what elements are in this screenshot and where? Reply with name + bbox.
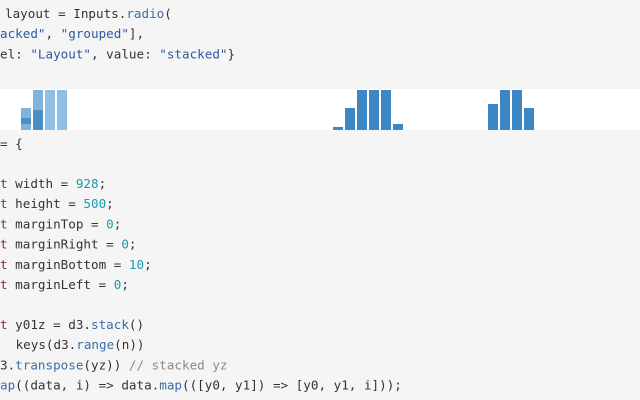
code-token: marginRight =: [8, 236, 122, 251]
bar: [21, 118, 31, 124]
code-token: el:: [0, 46, 30, 61]
code-token: y01z = d3.: [8, 317, 91, 332]
code-token: marginTop =: [8, 216, 107, 231]
code: layout = Inputs.radio( acked", "grouped"]…: [0, 6, 402, 393]
code-token: = {: [0, 136, 23, 151]
code-line: t y01z = d3.stack(): [0, 317, 144, 332]
code-token: ;: [114, 216, 122, 231]
code-token: 928: [76, 176, 99, 191]
code-line: ap((data, i) => data.map(([y0, y1]) => […: [0, 377, 402, 392]
code-token: t: [0, 196, 8, 211]
code-line: acked", "grouped"],: [0, 26, 144, 41]
code-token: stack: [91, 317, 129, 332]
code-line: layout = Inputs.radio(: [5, 6, 172, 21]
code-token: 10: [129, 256, 144, 271]
code-token: (: [164, 6, 172, 21]
bar: [369, 90, 379, 130]
bar: [345, 108, 355, 130]
bar: [524, 108, 534, 130]
bar: [500, 90, 510, 130]
code-token: "grouped": [61, 26, 129, 41]
code-line: t marginBottom = 10;: [0, 256, 152, 271]
code-token: ,: [46, 26, 61, 41]
code-token: t: [0, 236, 8, 251]
code-line: t marginLeft = 0;: [0, 277, 129, 292]
code-token: ;: [129, 236, 137, 251]
bar: [45, 90, 55, 130]
code-token: t: [0, 256, 8, 271]
bar: [357, 90, 367, 130]
code-token: ap: [0, 377, 15, 392]
code-token: 0: [121, 236, 129, 251]
code-token: ],: [129, 26, 144, 41]
code-line: t marginTop = 0;: [0, 216, 121, 231]
code-token: marginBottom =: [8, 256, 129, 271]
code-token: transpose: [15, 357, 83, 372]
code-token: }: [228, 46, 236, 61]
code-token: map: [159, 377, 182, 392]
code-token: marginLeft =: [8, 277, 114, 292]
code-token: acked": [0, 26, 46, 41]
bar: [33, 110, 43, 130]
code-token: "stacked": [159, 46, 227, 61]
bar: [512, 90, 522, 130]
code-token: 3.: [0, 357, 15, 372]
code-token: radio: [126, 6, 164, 21]
code-token: ;: [144, 256, 152, 271]
code-token: ;: [121, 277, 129, 292]
code-token: 0: [114, 277, 122, 292]
bar: [333, 127, 343, 130]
code-token: 0: [106, 216, 114, 231]
code-token: (): [129, 317, 144, 332]
code-line: 3.transpose(yz)) // stacked yz: [0, 357, 228, 372]
code-token: "Layout": [30, 46, 91, 61]
code-token: width =: [8, 176, 76, 191]
bar: [488, 104, 498, 130]
bar: [393, 124, 403, 130]
code-line: = {: [0, 136, 23, 151]
code-token: ((data, i) => data.: [15, 377, 159, 392]
code-token: , value:: [91, 46, 159, 61]
code-token: (([y0, y1]) => [y0, y1, i]));: [182, 377, 402, 392]
code-token: t: [0, 176, 8, 191]
code-token: height =: [8, 196, 84, 211]
code-line: el: "Layout", value: "stacked"}: [0, 46, 235, 61]
code-token: range: [76, 337, 114, 352]
code-token: t: [0, 317, 8, 332]
code-token: (n)): [114, 337, 144, 352]
code-token: t: [0, 216, 8, 231]
code-line: t marginRight = 0;: [0, 236, 137, 251]
preview-strip: [0, 89, 640, 130]
code-line: t width = 928;: [0, 176, 106, 191]
code-token: t: [0, 277, 8, 292]
code-token: ;: [99, 176, 107, 191]
bar: [381, 90, 391, 130]
code-token: layout = Inputs.: [5, 6, 126, 21]
code-line: t height = 500;: [0, 196, 114, 211]
chart-preview: [0, 89, 640, 130]
code-token: // stacked yz: [129, 357, 228, 372]
code-token: (yz)): [83, 357, 129, 372]
code-line: keys(d3.range(n)): [8, 337, 145, 352]
code-token: keys(d3.: [8, 337, 76, 352]
bar: [57, 90, 67, 130]
code-token: 500: [83, 196, 106, 211]
code-token: ;: [106, 196, 114, 211]
